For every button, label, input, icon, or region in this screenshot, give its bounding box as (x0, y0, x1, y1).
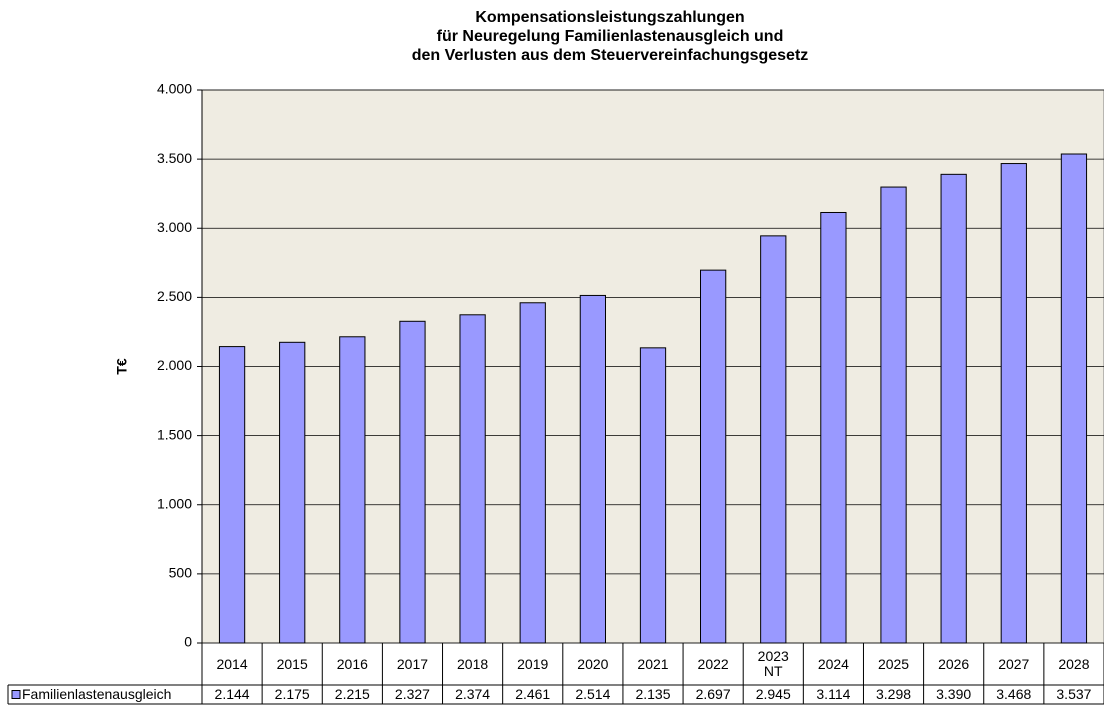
y-tick-label: 4.000 (157, 81, 192, 97)
bar (700, 269, 727, 644)
data-label: 3.390 (936, 686, 972, 702)
bar (940, 173, 967, 644)
data-label: 3.114 (816, 686, 851, 702)
data-label: 2.144 (214, 686, 250, 702)
x-tick-label: 2016 (336, 655, 368, 672)
y-axis-label: T€ (114, 358, 130, 375)
data-label: 2.461 (515, 686, 551, 702)
x-tick-label: 2019 (517, 655, 549, 672)
legend-swatch (11, 690, 21, 699)
bar (519, 302, 546, 644)
data-label: 2.175 (274, 686, 310, 702)
data-label: 2.945 (755, 686, 791, 702)
data-label: 2.374 (455, 686, 491, 702)
bar (1000, 163, 1027, 644)
bar (579, 294, 606, 644)
y-tick-label: 3.000 (157, 219, 192, 235)
x-tick-label: 2027 (998, 655, 1030, 672)
bar (760, 235, 787, 644)
bar (1060, 153, 1088, 644)
y-tick-label: 1.000 (157, 495, 192, 511)
x-tick-label: 2028 (1058, 655, 1090, 672)
bar (339, 336, 366, 644)
x-tick-label: 2022 (697, 655, 729, 672)
x-tick-label: 2025 (877, 655, 910, 672)
y-tick-label: 2.000 (157, 357, 192, 373)
data-label: 3.537 (1056, 686, 1092, 702)
legend-label: Familienlastenausgleich (22, 686, 172, 702)
y-tick-label: 500 (169, 565, 193, 581)
data-label: 2.514 (575, 686, 611, 702)
bar (820, 211, 847, 644)
bar (639, 347, 667, 644)
data-label: 2.697 (695, 686, 731, 702)
chart-title: Kompensationsleistungszahlungen (475, 9, 745, 26)
y-tick-label: 1.500 (157, 426, 192, 442)
data-label: 3.468 (996, 686, 1032, 702)
x-tick-label: 2026 (938, 655, 970, 672)
bar (880, 186, 907, 644)
x-tick-label: 2018 (457, 655, 489, 672)
y-tick-label: 3.500 (157, 150, 192, 166)
data-label: 2.135 (635, 686, 671, 702)
x-tick-label: 2014 (216, 655, 248, 672)
bar (399, 320, 426, 644)
x-tick-label: 2023 NT (757, 648, 789, 679)
bar (279, 341, 306, 644)
chart-title: den Verlusten aus dem Steuervereinfachun… (411, 47, 809, 64)
x-tick-label: 2021 (637, 655, 669, 672)
bar (459, 314, 486, 644)
y-tick-label: 2.500 (157, 288, 192, 304)
x-tick-label: 2017 (396, 655, 429, 672)
chart-title: für Neuregelung Familienlastenausgleich … (436, 28, 784, 45)
y-tick-label: 0 (184, 634, 192, 650)
data-label: 2.215 (334, 686, 370, 702)
data-label: 3.298 (875, 686, 912, 702)
x-tick-label: 2020 (577, 655, 609, 672)
x-tick-label: 2015 (276, 655, 308, 672)
data-label: 2.327 (394, 686, 430, 702)
x-tick-label: 2024 (817, 655, 849, 672)
bar (218, 346, 246, 644)
